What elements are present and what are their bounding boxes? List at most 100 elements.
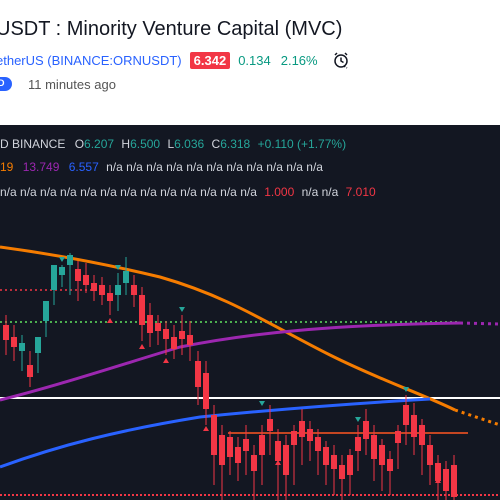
indicator-row-1: 19 13.749 6.557 n/a n/a n/a n/a n/a n/a … [0, 160, 323, 174]
candle-body [27, 365, 33, 377]
candle-body [379, 445, 385, 465]
candle-body [171, 337, 177, 349]
price-chart[interactable] [0, 125, 500, 500]
candle-body [275, 441, 281, 461]
indicator-row-2: n/a n/a n/a n/a n/a n/a n/a n/a n/a n/a … [0, 185, 376, 199]
candle-body [203, 373, 209, 409]
candle-body [283, 445, 289, 475]
price-change-percent: 2.16% [280, 52, 318, 68]
indicator-value-orange: 19 [0, 160, 14, 174]
candle-body [43, 301, 49, 321]
price-badge: 6.342 [189, 51, 231, 69]
indicator-value-purple: 13.749 [22, 160, 60, 174]
candle-body [195, 361, 201, 387]
candle-body [3, 325, 9, 340]
update-line: D 11 minutes ago [0, 76, 116, 92]
legend-delta: +0.110 (+1.77%) [257, 137, 347, 151]
candle-body [187, 335, 193, 345]
legend-l-label: L [167, 137, 175, 151]
signal-marker [115, 265, 121, 270]
signal-marker [403, 387, 409, 392]
candle-body [91, 283, 97, 291]
signal-marker [259, 401, 265, 406]
candle-body [371, 435, 377, 459]
candle-body [99, 285, 105, 295]
indicator-na-values-3: n/a n/a [301, 185, 339, 199]
signal-marker [355, 417, 361, 422]
legend-high: 6.500 [130, 137, 161, 151]
candle-body [419, 425, 425, 445]
blue-ma-line [0, 397, 431, 469]
indicator-value-red-1: 1.000 [264, 185, 295, 199]
orange-ma-line [0, 245, 456, 412]
candle-body [355, 437, 361, 451]
candle-body [123, 271, 129, 283]
legend-open: 6.207 [84, 137, 115, 151]
symbol-line: etherUS (BINANCE:ORNUSDT) 6.342 0.134 2.… [0, 50, 350, 70]
price-change: 0.134 [238, 52, 271, 68]
candle-body [219, 435, 225, 465]
candle-body [323, 447, 329, 465]
chart-canvas[interactable] [0, 125, 500, 500]
candle-body [83, 275, 89, 285]
alarm-clock-icon[interactable] [332, 51, 350, 69]
candle-body [67, 255, 73, 265]
candle-body [235, 447, 241, 463]
candle-body [451, 465, 457, 497]
indicator-value-blue: 6.557 [68, 160, 99, 174]
candle-body [163, 329, 169, 339]
indicator-na-values: n/a n/a n/a n/a n/a n/a n/a n/a n/a n/a … [106, 160, 323, 174]
candle-body [403, 405, 409, 425]
candle-body [331, 455, 337, 469]
legend-close: 6.318 [220, 137, 251, 151]
signal-markers-group [59, 257, 441, 483]
updated-time: 11 minutes ago [28, 76, 116, 92]
candle-body [147, 315, 153, 333]
legend-o-label: O [74, 137, 85, 151]
signal-marker [435, 478, 441, 483]
candle-body [19, 343, 25, 351]
candle-body [131, 285, 137, 295]
candle-body [51, 265, 57, 290]
candle-body [59, 267, 65, 275]
legend-h-label: H [121, 137, 131, 151]
candle-body [363, 421, 369, 439]
ohlc-legend: D BINANCE O6.207 H6.500 L6.036 C6.318 +0… [0, 137, 346, 151]
candle-body [107, 293, 113, 301]
candle-body [115, 285, 121, 295]
page-title: USDT : Minority Venture Capital (MVC) [0, 18, 343, 40]
candle-body [155, 323, 161, 331]
signal-marker [275, 460, 281, 465]
candle-body [411, 415, 417, 437]
candle-body [139, 295, 145, 325]
legend-source: D BINANCE [0, 137, 66, 151]
purple-ma-projection [459, 321, 500, 326]
signal-marker [163, 358, 169, 363]
indicator-value-red-2: 7.010 [345, 185, 376, 199]
candle-body [315, 437, 321, 451]
signal-marker [107, 318, 113, 323]
signal-marker [179, 307, 185, 312]
legend-low: 6.036 [174, 137, 205, 151]
chart-header: USDT : Minority Venture Capital (MVC) et… [0, 0, 500, 125]
candle-body [307, 429, 313, 441]
purple-ma-line [0, 321, 461, 402]
candle-body [291, 431, 297, 445]
candle-body [211, 415, 217, 455]
legend-c-label: C [211, 137, 221, 151]
orange-ma-projection [454, 408, 500, 427]
candle-body [339, 465, 345, 479]
candle-body [427, 445, 433, 465]
candle-body [435, 463, 441, 481]
symbol-link[interactable]: etherUS (BINANCE:ORNUSDT) [0, 52, 182, 68]
candle-body [387, 459, 393, 471]
signal-marker [139, 344, 145, 349]
timeframe-badge[interactable]: D [0, 77, 12, 91]
candle-body [347, 455, 353, 475]
indicator-na-values-2: n/a n/a n/a n/a n/a n/a n/a n/a n/a n/a … [0, 185, 257, 199]
candles-group [3, 253, 457, 500]
signal-marker [59, 257, 65, 262]
candle-body [179, 331, 185, 339]
candle-body [75, 269, 81, 281]
candle-body [251, 455, 257, 471]
